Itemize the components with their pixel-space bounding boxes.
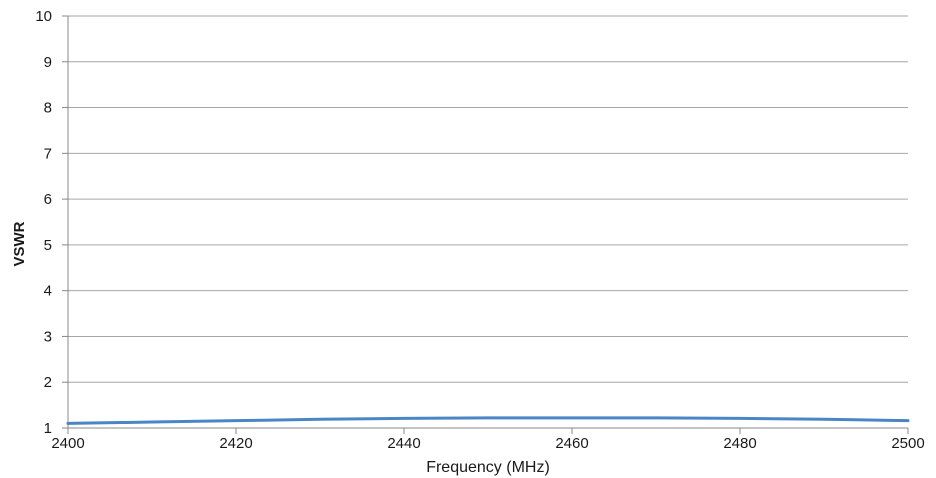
y-tick-label-8: 8	[44, 100, 52, 117]
y-tick-label-9: 9	[44, 54, 52, 71]
y-tick-labels: 1 2 3 4 5 6 7 8 9 10	[35, 8, 52, 437]
x-tick-label-2480: 2480	[723, 435, 756, 452]
y-tick-label-7: 7	[44, 145, 52, 162]
x-tick-label-2440: 2440	[387, 435, 420, 452]
y-tick-label-4: 4	[44, 283, 52, 300]
x-tick-label-2460: 2460	[555, 435, 588, 452]
y-axis-title: VSWR	[11, 221, 28, 266]
x-tick-label-2400: 2400	[51, 435, 84, 452]
axes	[62, 15, 909, 434]
series-line-0	[66, 416, 910, 425]
y-tick-label-3: 3	[44, 328, 52, 345]
y-tick-label-2: 2	[44, 374, 52, 391]
y-tick-label-5: 5	[44, 237, 52, 254]
y-tick-label-1: 1	[44, 420, 52, 437]
x-axis-title: Frequency (MHz)	[426, 459, 550, 476]
series-lines	[66, 416, 910, 425]
y-tick-label-6: 6	[44, 191, 52, 208]
x-tick-labels: 2400 2420 2440 2460 2480 2500	[51, 435, 924, 452]
y-tick-label-10: 10	[35, 8, 52, 25]
gridlines	[68, 15, 908, 383]
x-tick-label-2420: 2420	[219, 435, 252, 452]
x-tick-label-2500: 2500	[891, 435, 924, 452]
